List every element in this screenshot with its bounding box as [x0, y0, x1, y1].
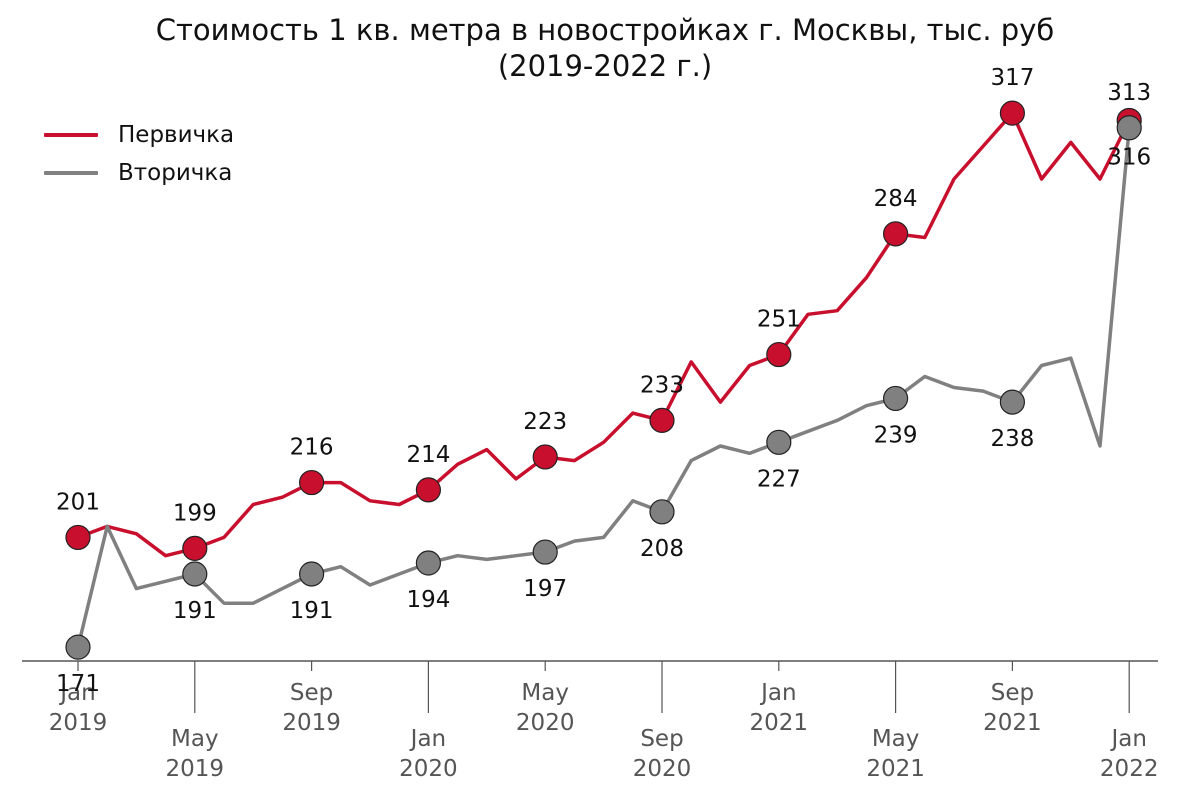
data-point-primary — [182, 535, 208, 561]
data-point-secondary — [882, 385, 909, 412]
x-tick-label: Jan 2022 — [1100, 726, 1159, 782]
data-label-secondary: 238 — [990, 426, 1034, 452]
legend-swatch-secondary — [44, 171, 98, 175]
data-point-secondary — [649, 499, 675, 525]
data-point-secondary — [65, 634, 91, 660]
data-label-secondary: 239 — [874, 422, 918, 448]
x-tick-label-line: 2019 — [166, 756, 225, 782]
data-point-secondary — [299, 561, 325, 587]
data-label-secondary: 194 — [406, 587, 450, 613]
data-point-primary — [415, 477, 441, 503]
x-tick-label-line: 2020 — [633, 756, 692, 782]
data-label-secondary: 171 — [56, 671, 100, 697]
data-point-secondary — [1116, 115, 1142, 141]
data-label-primary: 216 — [290, 435, 334, 461]
data-point-primary — [532, 444, 558, 470]
data-label-secondary: 227 — [757, 466, 801, 492]
legend-label-primary: Первичка — [118, 122, 235, 148]
data-point-primary — [65, 524, 91, 551]
x-tick-label: Sep 2020 — [633, 726, 692, 782]
x-tick-label-line: 2020 — [399, 756, 458, 782]
x-tick-label-line: 2021 — [866, 756, 925, 782]
x-tick-label-line: Jan — [409, 726, 446, 752]
x-tick-label: Jan 2021 — [750, 680, 809, 736]
data-label-primary: 284 — [874, 186, 918, 212]
x-tick-label: Sep 2021 — [983, 680, 1042, 736]
data-label-secondary: 197 — [523, 576, 567, 602]
data-label-secondary: 191 — [173, 598, 217, 624]
data-point-secondary — [182, 561, 208, 587]
data-label-primary: 199 — [173, 500, 217, 526]
data-point-secondary — [766, 429, 792, 455]
data-point-primary — [766, 341, 792, 368]
data-label-secondary: 313 — [1107, 80, 1151, 106]
x-tick-label-line: 2022 — [1100, 756, 1159, 782]
x-tick-label-line: 2020 — [516, 710, 575, 736]
x-tick-label: Sep 2019 — [282, 680, 341, 736]
data-point-secondary — [415, 550, 441, 576]
data-label-primary: 251 — [757, 307, 801, 333]
data-label-primary: 214 — [406, 442, 450, 468]
x-tick-label: Jan 2019 — [49, 680, 108, 736]
data-point-secondary — [532, 539, 558, 565]
data-label-secondary: 191 — [290, 598, 334, 624]
x-tick-label-line: Sep — [290, 680, 333, 706]
x-tick-label-line: Jan — [58, 680, 95, 706]
x-tick-label: May 2021 — [866, 726, 925, 782]
chart-title: Стоимость 1 кв. метра в новостройках г. … — [0, 12, 1200, 84]
legend-swatch-primary — [44, 133, 98, 137]
x-tick-label-line: 2019 — [49, 710, 108, 736]
data-label-primary: 223 — [523, 409, 567, 435]
x-tick-label-line: Jan — [759, 680, 796, 706]
data-label-primary: 316 — [1107, 144, 1151, 170]
x-tick-label: May 2019 — [166, 726, 225, 782]
chart-title-main: Стоимость 1 кв. метра в новостройках г. … — [155, 13, 1055, 47]
x-tick-label-line: Jan — [1109, 726, 1146, 752]
x-tick-label-line: 2019 — [282, 710, 341, 736]
data-point-secondary — [999, 389, 1026, 415]
data-label-primary: 233 — [640, 372, 684, 398]
series-line-primary — [76, 111, 1131, 558]
data-point-primary — [882, 221, 909, 247]
x-tick-label-line: 2021 — [983, 710, 1042, 736]
series-line-secondary — [76, 126, 1131, 649]
data-label-secondary: 208 — [640, 536, 684, 562]
chart-subtitle: (2019-2022 г.) — [497, 49, 713, 83]
legend-item-secondary: Вторичка — [44, 154, 234, 192]
x-tick-label-line: Sep — [640, 726, 683, 752]
data-label-primary: 201 — [56, 489, 100, 515]
data-label-primary: 317 — [990, 65, 1034, 91]
legend-label-secondary: Вторичка — [118, 160, 233, 186]
legend: Первичка Вторичка — [44, 116, 234, 192]
x-tick-label: May 2020 — [516, 680, 575, 736]
legend-item-primary: Первичка — [44, 116, 234, 154]
x-tick-label-line: May — [872, 726, 920, 752]
x-tick-label: Jan 2020 — [399, 726, 458, 782]
x-tick-label-line: May — [171, 726, 219, 752]
x-tick-label-line: 2021 — [750, 710, 809, 736]
data-point-primary — [999, 100, 1026, 126]
x-tick-label-line: May — [521, 680, 569, 706]
data-point-primary — [299, 469, 325, 496]
data-point-primary — [649, 407, 675, 433]
x-tick-label-line: Sep — [991, 680, 1034, 706]
